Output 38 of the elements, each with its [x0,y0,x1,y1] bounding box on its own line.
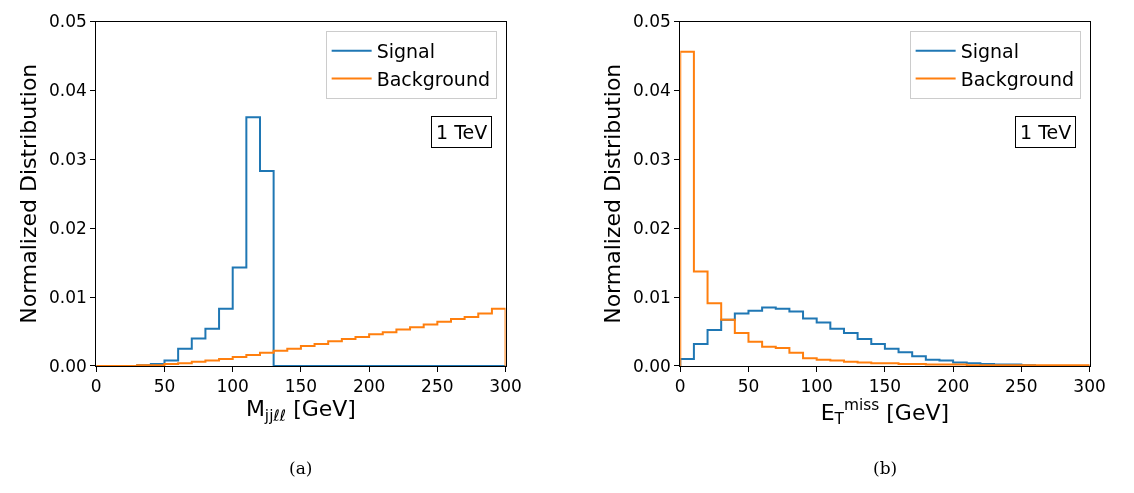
x-tick-label: 100 [800,376,833,397]
x-tick-label: 250 [1005,376,1038,397]
x-axis-title: E$_{T}$$^{miss}$ [GeV] [820,396,950,429]
x-tick-label: 200 [936,376,970,397]
x-tick-label: 150 [284,376,318,397]
text: (b) [873,458,898,478]
y-tick-label: 0.01 [633,287,671,308]
y-tick-label: 0.00 [49,355,87,376]
x-tick-label: 150 [868,376,902,397]
text: (a) [289,458,313,478]
y-tick-label: 0.04 [633,80,671,101]
y-tick-label: 0.05 [633,11,671,32]
x-tick-label: 300 [1073,376,1106,397]
y-tick-label: 0.00 [633,355,671,376]
legend-label: Background [960,67,1074,90]
annotation: 1 TeV [1020,121,1072,143]
y-tick-label: 0.03 [633,149,671,170]
legend-label: Signal [960,40,1020,63]
x-tick-label: 50 [737,376,760,397]
legend-label: Background [376,67,491,90]
annotation: 1 TeV [436,121,488,143]
x-tick-label: 100 [216,376,249,397]
y-tick-label: 0.01 [49,287,87,308]
x-tick-label: 50 [153,376,176,397]
y-tick-label: 0.04 [49,80,87,101]
y-tick-label: 0.03 [49,149,87,170]
x-tick-label: 250 [421,376,454,397]
y-axis-title: Normalized Distribution [15,63,41,324]
x-tick-label: 0 [674,376,686,397]
y-tick-label: 0.02 [49,218,87,239]
x-tick-label: 300 [489,376,522,397]
y-axis-title: Normalized Distribution [599,63,625,324]
x-axis-title: M$_{jjℓℓ}$ [GeV] [245,396,356,425]
x-tick-label: 0 [90,376,102,397]
y-tick-label: 0.02 [633,218,671,239]
x-tick-label: 200 [352,376,386,397]
legend-label: Signal [376,40,436,63]
y-tick-label: 0.05 [49,11,87,32]
